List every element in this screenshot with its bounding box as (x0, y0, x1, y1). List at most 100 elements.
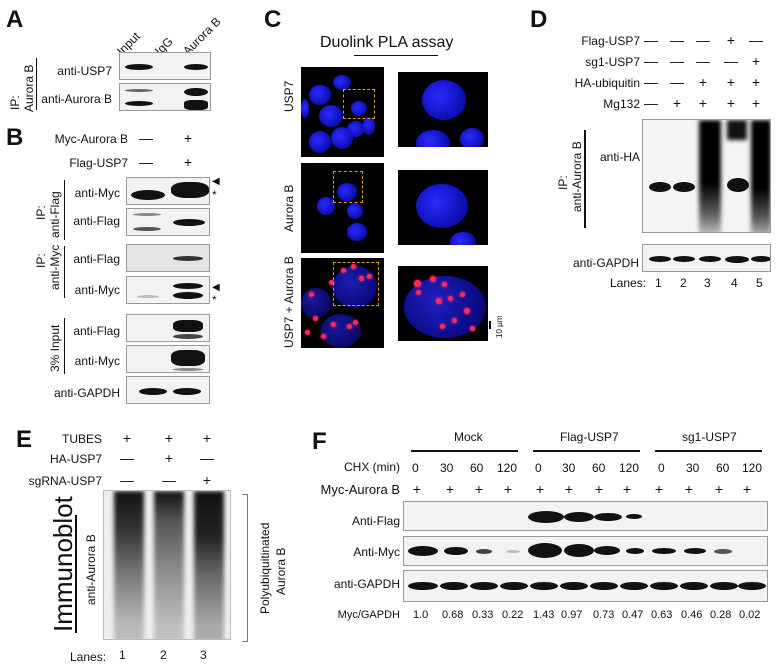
group-mock: Mock (454, 430, 483, 444)
sign: + (672, 95, 682, 111)
ip-target-label: anti-Aurora B (570, 141, 584, 212)
blot-f-gapdh (403, 570, 768, 602)
ratio-value: 0.33 (472, 609, 494, 621)
sign: — (644, 95, 658, 111)
panel-d-label: D (530, 6, 548, 33)
group-bar-mock (411, 450, 518, 452)
sign: + (183, 154, 193, 170)
ratio-value: 1.0 (413, 609, 429, 621)
sign: + (594, 481, 604, 497)
blot-b-ipflag-myc (126, 177, 210, 205)
sign: — (670, 32, 684, 48)
panel-f-label: F (312, 428, 327, 455)
myc-aurora-b-label: Myc-Aurora B (320, 482, 400, 497)
blot-b-gapdh (126, 376, 210, 404)
sign: + (564, 481, 574, 497)
micrograph-aurora-b (301, 163, 384, 253)
chx-value: 60 (592, 461, 606, 475)
chx-value: 30 (440, 461, 454, 475)
lanes-label: Lanes: (610, 276, 647, 290)
sign: + (474, 481, 484, 497)
row-label: anti-Myc (74, 283, 120, 297)
ratio-label: Myc/GAPDH (337, 609, 400, 621)
chx-value: 30 (686, 461, 700, 475)
ratio-value: 0.97 (561, 609, 583, 621)
chx-value: 120 (497, 461, 518, 475)
sign: — (724, 53, 738, 69)
sign: + (503, 481, 513, 497)
sign: + (726, 74, 736, 90)
row-label: anti-Flag (73, 324, 120, 338)
ip-bracket (584, 130, 586, 228)
chx-value: 120 (619, 461, 640, 475)
blot-b-input-flag (126, 314, 210, 342)
ratio-value: 0.28 (710, 609, 732, 621)
sign: + (654, 481, 664, 497)
sign: — (670, 53, 684, 69)
row-label-anti-aurora-b: anti-Aurora B (41, 92, 112, 106)
ip-bracket (64, 246, 65, 298)
panel-a-label: A (6, 6, 24, 33)
chx-value: 120 (742, 461, 763, 475)
chx-label: CHX (min) (344, 460, 400, 474)
sign: — (670, 74, 684, 90)
image-row-label-aurora-b: Aurora B (282, 184, 296, 232)
lane-number: 5 (756, 276, 763, 290)
panel-c-title: Duolink PLA assay (320, 34, 454, 51)
cond-flag-usp7: Flag-USP7 (69, 156, 128, 170)
sign: + (726, 95, 736, 111)
ratio-value: 0.63 (651, 609, 673, 621)
chx-value: 0 (658, 461, 665, 475)
lane-number: 2 (680, 276, 687, 290)
sign: + (164, 450, 174, 466)
title-underline (354, 55, 438, 56)
sign: + (183, 130, 193, 146)
row-label-anti-gapdh: anti-GAPDH (573, 256, 640, 270)
lane-number: 1 (119, 648, 126, 662)
group-flag-usp7: Flag-USP7 (560, 430, 619, 444)
ratio-value: 0.47 (622, 609, 644, 621)
lane-number: 3 (200, 648, 207, 662)
cond-flag-usp7: Flag-USP7 (581, 34, 640, 48)
sign: — (139, 130, 153, 146)
sign: + (535, 481, 545, 497)
blot-b-input-myc (126, 345, 210, 373)
chx-value: 0 (535, 461, 542, 475)
blot-d-gapdh (642, 244, 771, 272)
lane-number: 2 (160, 648, 167, 662)
bracket-label-1: Polyubiquitinated (258, 522, 272, 614)
sign: + (714, 481, 724, 497)
input-bracket (64, 318, 65, 374)
chx-value: 60 (716, 461, 730, 475)
sign: + (751, 95, 761, 111)
row-label-anti-usp7: anti-USP7 (57, 64, 112, 78)
cond-sgrna-usp7: sgRNA-USP7 (28, 474, 102, 488)
image-row-label-usp7: USP7 (282, 80, 296, 112)
cond-myc-aurora-b: Myc-Aurora B (54, 132, 128, 146)
bracket-label-2: Aurora B (274, 547, 288, 595)
row-label: anti-Flag (73, 214, 120, 228)
scale-bar (489, 321, 491, 329)
sign: + (698, 74, 708, 90)
sign: + (622, 481, 632, 497)
sign: — (644, 53, 658, 69)
sign: + (164, 430, 174, 446)
sign: — (644, 32, 658, 48)
blot-f-anti-flag (403, 501, 768, 531)
arrow-marker: ◀ (212, 282, 220, 293)
cond-ha-ubiquitin: HA-ubiquitin (574, 76, 640, 90)
sign: + (742, 481, 752, 497)
ratio-value: 0.73 (593, 609, 615, 621)
blot-d-anti-ha (642, 119, 771, 233)
bracket (242, 494, 248, 642)
chx-value: 0 (412, 461, 419, 475)
sign: — (696, 53, 710, 69)
image-row-label-combined: USP7 + Aurora B (282, 256, 296, 348)
antibody-label: anti-Aurora B (84, 534, 98, 605)
row-label-anti-gapdh: anti-GAPDH (333, 577, 400, 591)
row-label-anti-ha: anti-HA (600, 150, 641, 164)
sign: + (684, 481, 694, 497)
sign: — (162, 472, 176, 488)
lane-number: 1 (655, 276, 662, 290)
blot-b-ipflag-flag (126, 208, 210, 236)
